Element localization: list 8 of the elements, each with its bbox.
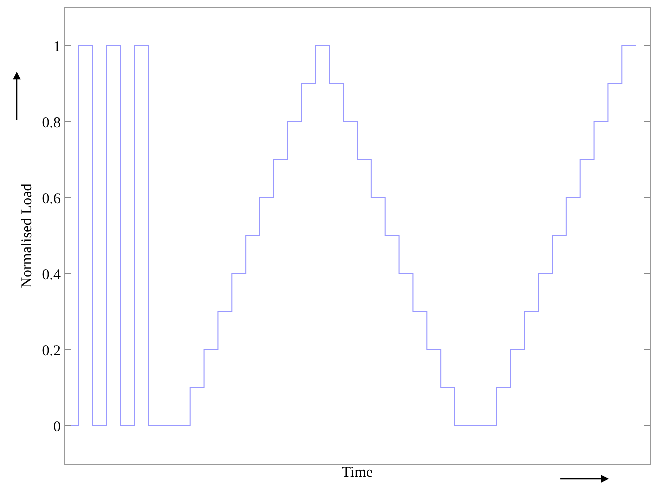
y-tick-label: 0.2 — [42, 343, 61, 360]
y-tick-label: 0.6 — [42, 191, 62, 208]
y-tick-label: 0 — [54, 419, 61, 436]
y-tick-label: 0.8 — [42, 115, 61, 132]
x-axis-title: Time — [342, 465, 374, 481]
y-tick-label: 1 — [54, 39, 61, 56]
y-axis-title: Normalised Load — [20, 183, 36, 288]
y-tick-label: 0.4 — [42, 267, 62, 284]
